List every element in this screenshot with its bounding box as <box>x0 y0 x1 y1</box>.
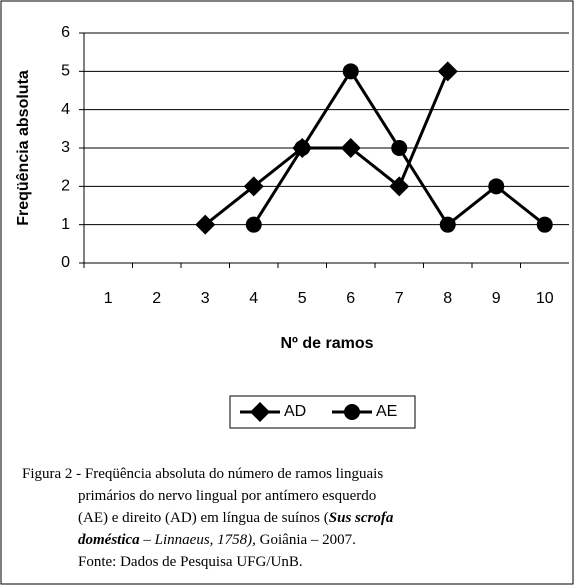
x-axis-title: Nº de ramos <box>281 335 374 352</box>
y-tick-label: 2 <box>61 178 70 195</box>
caption-line: primários do nervo lingual por antímero … <box>78 488 376 504</box>
legend-marker <box>344 404 360 420</box>
caption-text: (AE) e direito (AD) em língua de suínos … <box>78 510 329 526</box>
point <box>391 140 408 156</box>
caption-text: Sus scrofa <box>329 510 394 526</box>
caption-text: – Linnaeus, 1758), <box>140 532 256 548</box>
point <box>294 140 311 156</box>
point <box>342 63 359 80</box>
x-tick-label: 3 <box>201 290 210 307</box>
y-tick-label: 6 <box>61 24 70 41</box>
point <box>245 216 262 233</box>
point <box>389 176 410 197</box>
y-axis-title: Freqüência absoluta <box>15 70 32 226</box>
caption-text: primários do nervo lingual por antímero … <box>78 488 376 504</box>
point <box>340 138 361 158</box>
x-tick-label: 8 <box>443 290 452 307</box>
x-tick-label: 1 <box>104 290 113 307</box>
point <box>437 61 458 82</box>
point <box>439 216 456 233</box>
point <box>488 178 505 195</box>
x-tick-label: 6 <box>346 290 355 307</box>
legend-label: AE <box>376 403 397 420</box>
caption-line: doméstica – Linnaeus, 1758), Goiânia – 2… <box>78 532 356 548</box>
point <box>536 216 553 233</box>
x-tick-label: 2 <box>152 290 161 307</box>
x-tick-label: 10 <box>536 290 554 307</box>
point <box>195 214 216 235</box>
y-tick-label: 3 <box>61 139 70 156</box>
y-tick-label: 1 <box>61 216 70 233</box>
series-line <box>204 70 450 226</box>
caption: Figura 2 - Freqüência absoluta do número… <box>22 466 394 570</box>
x-tick-label: 4 <box>249 290 258 307</box>
x-tick-label: 9 <box>492 290 501 307</box>
caption-text: Fonte: Dados de Pesquisa UFG/UnB. <box>78 554 303 570</box>
y-tick-label: 5 <box>61 63 70 80</box>
caption-line: Fonte: Dados de Pesquisa UFG/UnB. <box>78 554 303 570</box>
caption-line: (AE) e direito (AD) em língua de suínos … <box>78 510 394 526</box>
point <box>243 176 264 197</box>
legend-label: AD <box>284 403 306 420</box>
y-tick-label: 0 <box>61 254 70 271</box>
x-tick-label: 7 <box>395 290 404 307</box>
legend-marker <box>250 402 270 422</box>
caption-text: doméstica <box>78 532 140 548</box>
y-tick-label: 4 <box>61 101 70 118</box>
caption-text: Goiânia – 2007. <box>256 532 356 548</box>
caption-text: Figura 2 - Freqüência absoluta do número… <box>22 466 383 482</box>
x-tick-label: 5 <box>298 290 307 307</box>
caption-line: Figura 2 - Freqüência absoluta do número… <box>22 466 383 482</box>
